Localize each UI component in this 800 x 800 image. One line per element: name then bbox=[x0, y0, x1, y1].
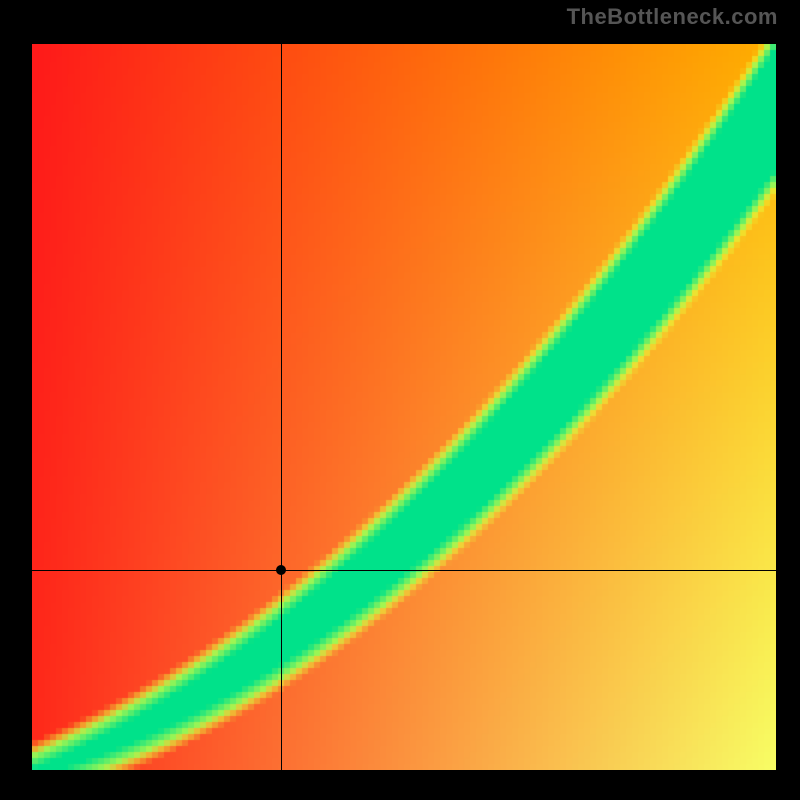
crosshair-horizontal bbox=[32, 570, 776, 571]
plot-area bbox=[32, 44, 776, 770]
heatmap-canvas bbox=[32, 44, 776, 770]
crosshair-vertical bbox=[281, 44, 282, 770]
selection-marker bbox=[276, 565, 286, 575]
watermark-text: TheBottleneck.com bbox=[567, 4, 778, 30]
